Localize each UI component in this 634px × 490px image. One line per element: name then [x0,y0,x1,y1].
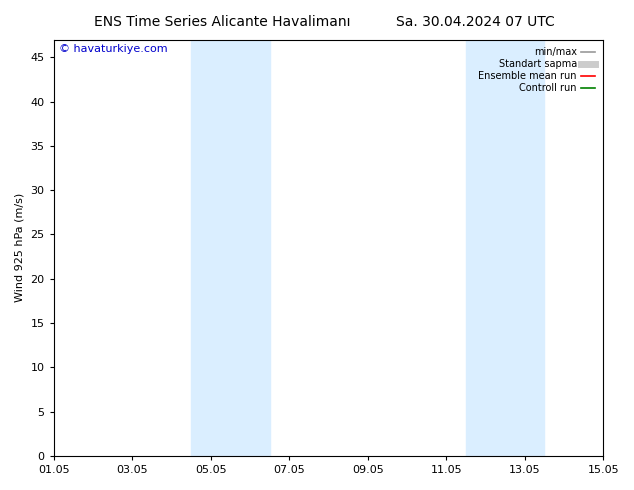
Text: © havaturkiye.com: © havaturkiye.com [59,44,168,54]
Text: Sa. 30.04.2024 07 UTC: Sa. 30.04.2024 07 UTC [396,15,555,29]
Legend: min/max, Standart sapma, Ensemble mean run, Controll run: min/max, Standart sapma, Ensemble mean r… [476,45,598,96]
Text: ENS Time Series Alicante Havalimanı: ENS Time Series Alicante Havalimanı [94,15,350,29]
Bar [466,40,545,456]
Bar [191,40,269,456]
Y-axis label: Wind 925 hPa (m/s): Wind 925 hPa (m/s) [15,193,25,302]
